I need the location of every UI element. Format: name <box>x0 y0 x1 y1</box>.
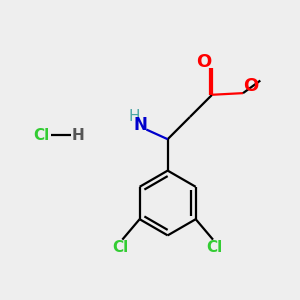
Text: H: H <box>129 109 140 124</box>
Text: H: H <box>71 128 84 143</box>
Text: O: O <box>243 77 258 95</box>
Text: Cl: Cl <box>113 240 129 255</box>
Text: Cl: Cl <box>33 128 49 143</box>
Text: Cl: Cl <box>206 240 223 255</box>
Text: O: O <box>196 53 212 71</box>
Text: N: N <box>134 116 147 134</box>
